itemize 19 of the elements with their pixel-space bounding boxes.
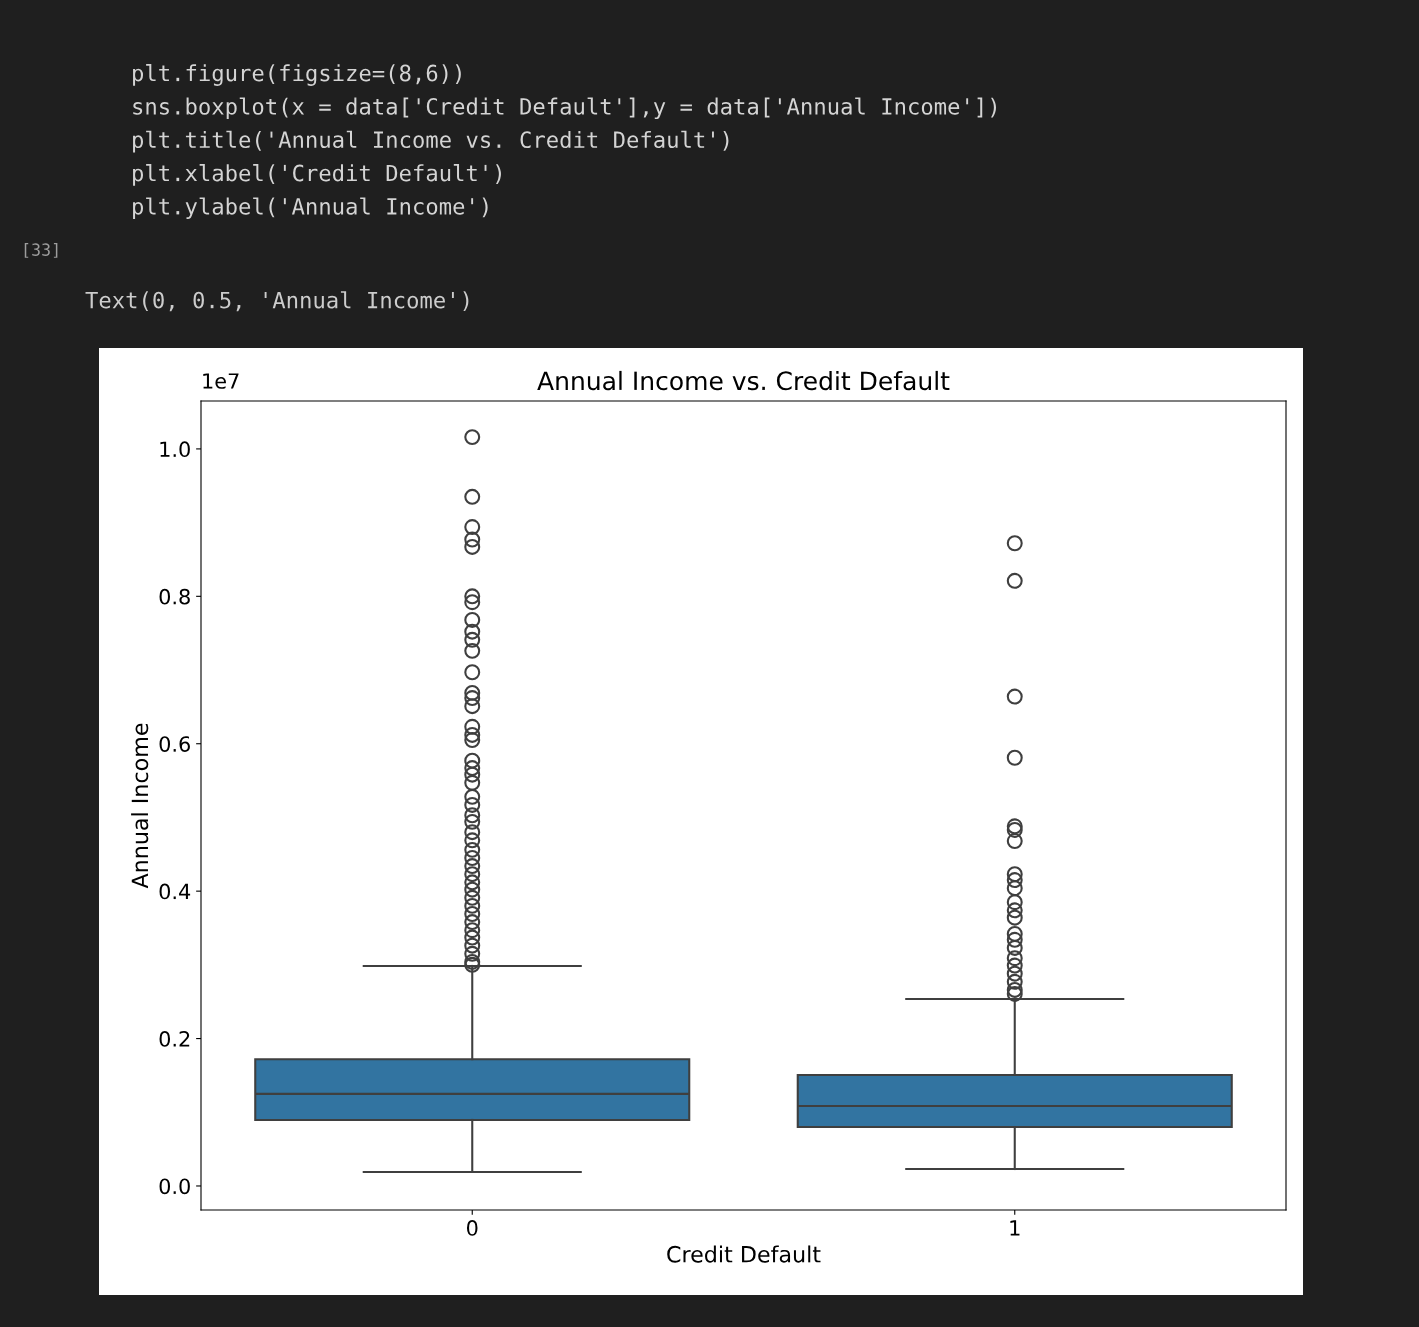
- y-tick-label: 0.8: [159, 588, 190, 605]
- text: [33]: [24, 242, 58, 258]
- text: plt.xlabel('Credit Default'): [133, 164, 501, 186]
- text: Text(0, 0.5, 'Annual Income'): [85, 291, 469, 312]
- y-tick-label: 0.4: [159, 883, 191, 900]
- text: plt.figure(figsize=(8,6)): [133, 64, 461, 86]
- text: sns.boxplot(x = data['Credit Default'],y = data['Annual Income']): [133, 97, 997, 120]
- x-axis-title: Credit Default: [667, 1245, 821, 1263]
- y-tick-label: 0.2: [159, 1031, 190, 1047]
- y-tick-label: 0.0: [159, 1178, 190, 1195]
- y-tick-label: 1.0: [160, 441, 190, 458]
- text: plt.ylabel('Annual Income'): [133, 197, 488, 220]
- text: 1e7: [203, 373, 239, 389]
- x-tick-label: 0: [467, 1220, 478, 1236]
- chart-title: Annual Income vs. Credit Default: [537, 370, 950, 391]
- y-tick-label: 0.6: [159, 736, 190, 752]
- text: plt.title('Annual Income vs. Credit Default'): [133, 130, 729, 153]
- y-axis-title: Annual Income: [131, 723, 149, 889]
- x-tick-label: 1: [1010, 1220, 1020, 1236]
